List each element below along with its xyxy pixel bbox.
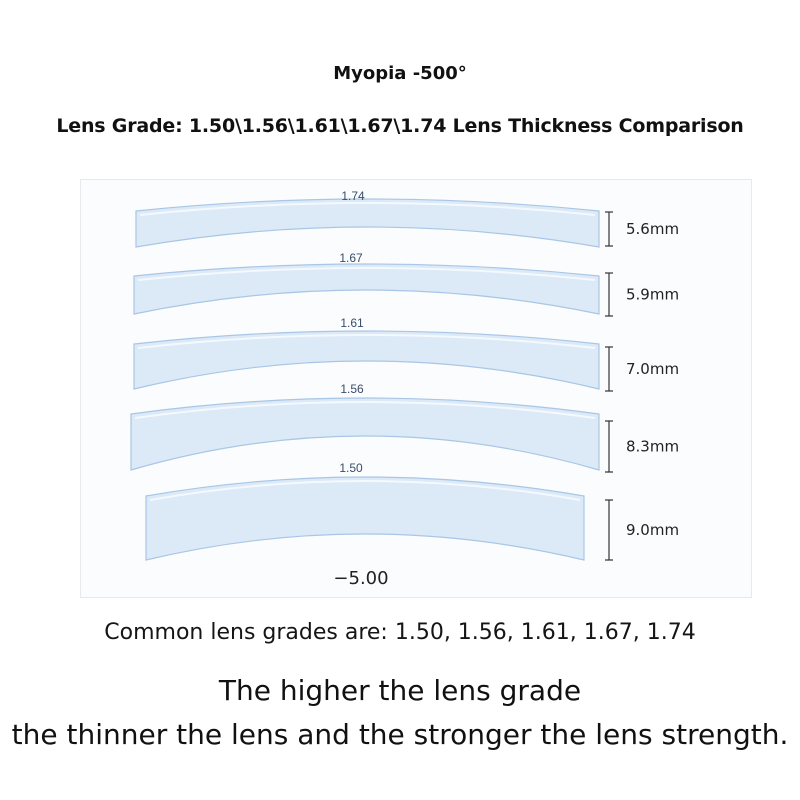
lens-highlight	[134, 401, 596, 419]
thickness-label: 8.3mm	[626, 438, 679, 456]
page-subtitle: Lens Grade: 1.50\1.56\1.61\1.67\1.74 Len…	[56, 115, 744, 137]
lens-1.56	[130, 397, 600, 471]
thickness-label: 7.0mm	[626, 360, 679, 378]
lens-highlight	[149, 480, 581, 501]
lens-1.61	[133, 330, 600, 390]
thickness-label: 5.6mm	[626, 220, 679, 238]
common-grades-text: Common lens grades are: 1.50, 1.56, 1.61…	[104, 620, 696, 645]
lens-diagram: 1.74 5.6mm 1.67 5.9mm 1.61 7.0mm 1.56 8.3mm 1.50…	[130, 189, 679, 589]
conclusion-line-1: The higher the lens grade	[218, 674, 582, 707]
lens-diagram-panel: 1.74 5.6mm 1.67 5.9mm 1.61 7.0mm 1.56 8.3mm 1.50…	[80, 179, 752, 598]
lens-grade-label: 1.74	[341, 189, 365, 203]
lens-highlight	[137, 267, 596, 281]
lens-grade-label: 1.67	[339, 251, 363, 265]
thickness-label: 5.9mm	[626, 286, 679, 304]
lens-grade-label: 1.61	[340, 316, 364, 330]
lens-highlight	[137, 334, 596, 349]
thickness-label: 9.0mm	[626, 521, 679, 539]
power-label: −5.00	[333, 568, 388, 589]
lens-1.67	[133, 263, 600, 315]
lens-grade-label: 1.50	[339, 461, 363, 475]
conclusion-line-2: the thinner the lens and the stronger th…	[11, 718, 789, 751]
lens-grade-label: 1.56	[340, 382, 364, 396]
lens-1.74	[135, 198, 600, 248]
page-title: Myopia -500°	[333, 63, 467, 84]
lens-highlight	[139, 202, 596, 216]
lens-1.50	[145, 476, 585, 561]
